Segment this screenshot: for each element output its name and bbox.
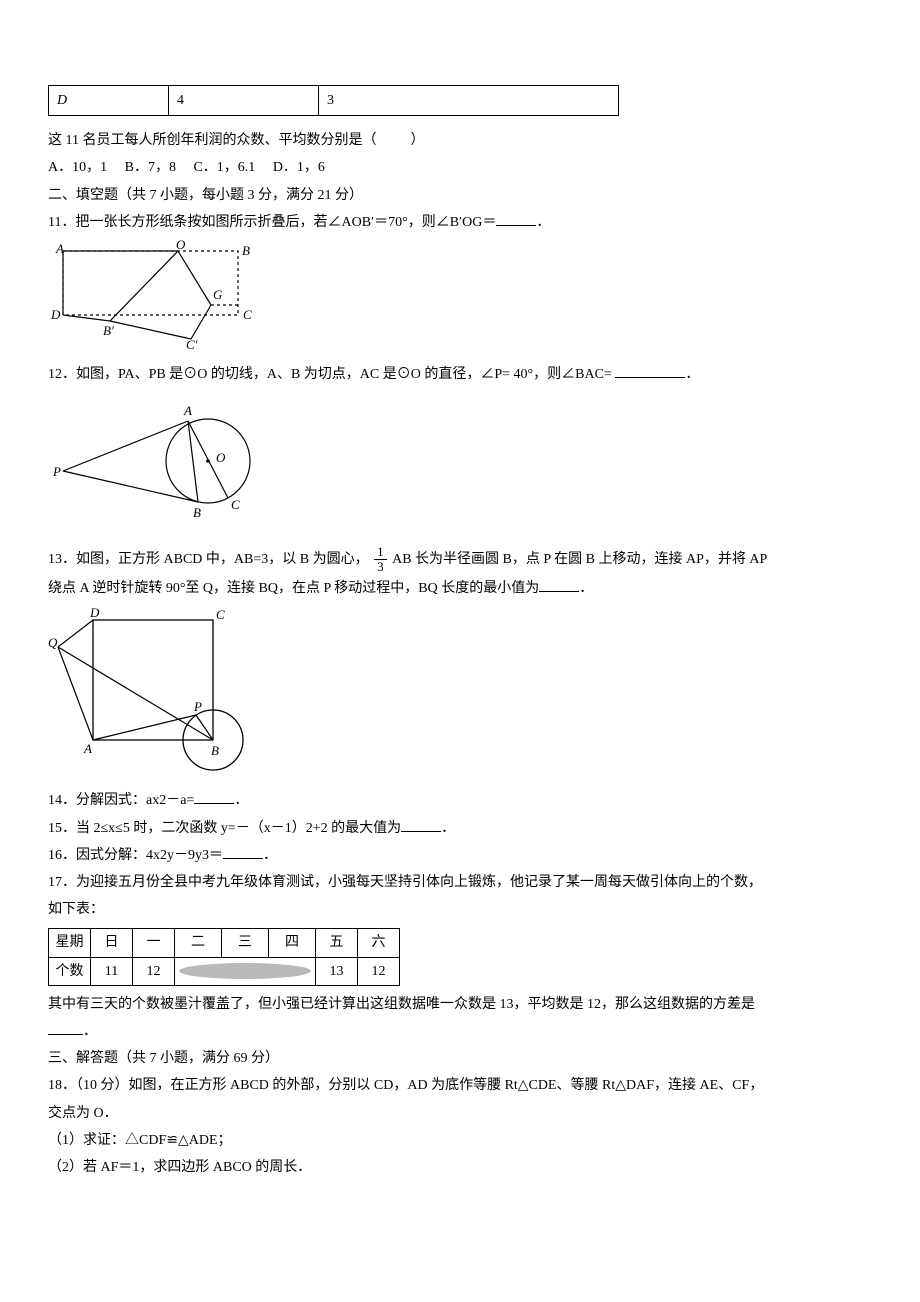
hdr-sun: 日 [91,929,133,957]
q13-line2: 绕点 A 逆时针旋转 90°至 Q，连接 BQ，在点 P 移动过程中，BQ 长度… [48,576,872,601]
lbl-a: A [83,741,92,756]
q15-tail: ． [441,821,455,836]
val-sat: 12 [358,957,400,985]
q14-tail: ． [234,793,248,808]
blank [539,578,579,592]
ink-smudge-icon [175,962,315,980]
q18-line1: 18．（10 分）如图，在正方形 ABCD 的外部，分别以 CD，AD 为底作等… [48,1073,872,1098]
lbl-g: G [213,287,223,302]
lbl-count: 个数 [49,957,91,985]
q17-line1: 17．为迎接五月份全县中考九年级体育测试，小强每天坚持引体向上锻炼，他记录了某一… [48,870,872,895]
q14: 14．分解因式：ax2－a= ． [48,788,872,813]
q17-tail: ． [83,1024,97,1039]
lbl-b: B [242,243,250,258]
opt-b: B．7，8 [125,160,176,175]
opt-a: A．10，1 [48,160,107,175]
cell-4: 4 [169,86,319,116]
options: A．10，1 B．7，8 C．1，6.1 D．1，6 [48,155,872,180]
profit-table: D 4 3 [48,85,619,116]
lbl-o: O [176,239,186,252]
hdr-week: 星期 [49,929,91,957]
diagram-q13: D C A B Q P [48,605,872,784]
table-row: 星期 日 一 二 三 四 五 六 [49,929,400,957]
lbl-o: O [216,450,226,465]
frac-den: 3 [374,560,387,574]
table-row: D 4 3 [49,86,619,116]
q11-text: 11．把一张长方形纸条按如图所示折叠后，若∠AOB′＝70°，则∠B′OG＝ [48,215,496,230]
blank [401,818,441,832]
val-sun: 11 [91,957,133,985]
intro-text: 这 11 名员工每人所创年利润的众数、平均数分别是 [48,133,362,148]
section-3-title: 三、解答题（共 7 小题，满分 69 分） [48,1046,872,1071]
q12-text: 12．如图，PA、PB 是⊙O 的切线，A、B 为切点，AC 是⊙O 的直径，∠… [48,367,612,382]
q13-line1: 13．如图，正方形 ABCD 中，AB=3，以 B 为圆心， 1 3 AB 长为… [48,545,872,575]
q15: 15．当 2≤x≤5 时，二次函数 y=－（x－1）2+2 的最大值为 ． [48,816,872,841]
q17-blank: ． [48,1019,872,1044]
lbl-c: C [216,607,225,622]
q13a-text: 13．如图，正方形 ABCD 中，AB=3，以 B 为圆心， [48,552,369,567]
blank [615,364,685,378]
smudge-cell [175,957,316,985]
cell-d: D [49,86,169,116]
frac-num: 1 [374,545,387,560]
fraction-1-3: 1 3 [374,545,387,575]
lbl-p: P [52,464,61,479]
hdr-thu: 四 [269,929,316,957]
hdr-tue: 二 [175,929,222,957]
week-table: 星期 日 一 二 三 四 五 六 个数 11 12 13 12 [48,928,400,985]
q13c-text: 绕点 A 逆时针旋转 90°至 Q，连接 BQ，在点 P 移动过程中，BQ 长度… [48,581,539,596]
diagram-q12: P A O B C [48,391,872,540]
q18-line4: （2）若 AF＝1，求四边形 ABCO 的周长． [48,1155,872,1180]
lbl-b: B [193,505,201,520]
lbl-b: B [211,743,219,758]
val-fri: 13 [316,957,358,985]
lbl-cp: C′ [186,337,198,349]
q17-line2: 如下表： [48,897,872,922]
hdr-wed: 三 [222,929,269,957]
blank [194,790,234,804]
paren-blank: （ ） [362,133,426,148]
q16-tail: ． [263,848,277,863]
lbl-a: A [55,241,64,256]
lbl-q: Q [48,635,58,650]
q18-line2: 交点为 O． [48,1101,872,1126]
q17-line3: 其中有三天的个数被墨汁覆盖了，但小强已经计算出这组数据唯一众数是 13，平均数是… [48,992,872,1017]
lbl-bp: B′ [103,323,114,338]
blank [48,1021,83,1035]
lbl-c: C [243,307,252,322]
section-2-title: 二、填空题（共 7 小题，每小题 3 分，满分 21 分） [48,183,872,208]
q11: 11．把一张长方形纸条按如图所示折叠后，若∠AOB′＝70°，则∠B′OG＝ ． [48,210,872,235]
q15-text: 15．当 2≤x≤5 时，二次函数 y=－（x－1）2+2 的最大值为 [48,821,401,836]
q14-text: 14．分解因式：ax2－a= [48,793,194,808]
q16-text: 16．因式分解：4x2y－9y3＝ [48,848,223,863]
cell-3: 3 [319,86,619,116]
q11-tail: ． [536,215,550,230]
blank [496,212,536,226]
q13-tail: ． [579,581,593,596]
q16: 16．因式分解：4x2y－9y3＝ ． [48,843,872,868]
q12: 12．如图，PA、PB 是⊙O 的切线，A、B 为切点，AC 是⊙O 的直径，∠… [48,362,872,387]
hdr-fri: 五 [316,929,358,957]
lbl-p: P [193,699,202,714]
val-mon: 12 [133,957,175,985]
lbl-d: D [50,307,61,322]
opt-c: C．1，6.1 [193,160,255,175]
q12-tail: ． [685,367,699,382]
blank [223,845,263,859]
hdr-sat: 六 [358,929,400,957]
opt-d: D．1，6 [273,160,325,175]
diagram-q11: A O B D B′ G C C′ [48,239,872,358]
table-row: 个数 11 12 13 12 [49,957,400,985]
lbl-c: C [231,497,240,512]
question-intro: 这 11 名员工每人所创年利润的众数、平均数分别是（ ） [48,128,872,153]
q13b-text: AB 长为半径画圆 B，点 P 在圆 B 上移动，连接 AP，并将 AP [392,552,767,567]
lbl-a: A [183,403,192,418]
lbl-d: D [89,605,100,620]
q18-line3: （1）求证：△CDF≌△ADE； [48,1128,872,1153]
hdr-mon: 一 [133,929,175,957]
